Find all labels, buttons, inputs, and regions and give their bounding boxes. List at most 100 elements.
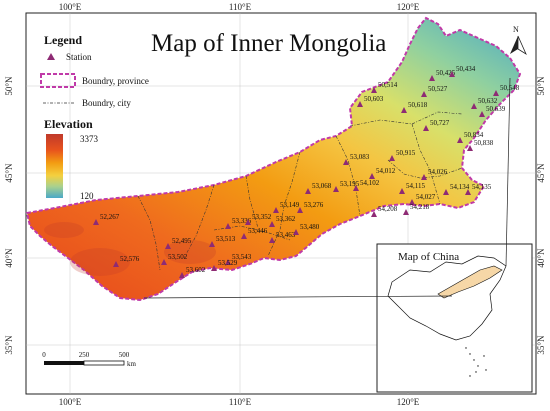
axis-labels: 100°E 110°E 120°E 100°E 110°E 120°E 50°N… (4, 2, 546, 407)
station-marker (457, 137, 463, 143)
station-marker (225, 223, 231, 229)
station-marker (409, 199, 415, 205)
station-label: 53,480 (300, 223, 320, 231)
station-label: 50,603 (364, 95, 384, 103)
inner-mongolia-highlight (437, 265, 503, 299)
left-tick-50N: 50°N (4, 76, 14, 96)
station-label: 54,027 (416, 193, 436, 201)
station-marker (371, 87, 377, 93)
station-label: 54,012 (376, 167, 396, 175)
legend-city-label: Boundry, city (82, 98, 131, 108)
station-marker (211, 265, 217, 271)
city-boundaries (137, 111, 463, 271)
station-marker (449, 71, 455, 77)
left-tick-40N: 40°N (4, 248, 14, 268)
station-label: 50,514 (378, 81, 398, 89)
terrain-texture (44, 222, 216, 276)
station-marker (479, 111, 485, 117)
station-label: 54,026 (428, 168, 448, 176)
elevation-heading: Elevation (44, 117, 93, 131)
station-marker (343, 159, 349, 165)
inset-china: Map of China (376, 243, 533, 393)
top-tick-100E: 100°E (59, 2, 82, 12)
right-tick-50N: 50°N (536, 76, 546, 96)
station-label: 54,115 (406, 182, 425, 190)
station-label: 50,425 (436, 69, 456, 77)
north-arrow-label: N (513, 25, 519, 34)
station-label: 50,527 (428, 85, 448, 93)
scale-label-250: 250 (79, 351, 90, 359)
bottom-tick-100E: 100°E (59, 397, 82, 407)
station-label: 52,267 (100, 213, 120, 221)
north-arrow-icon (510, 36, 518, 54)
station-marker (371, 211, 377, 217)
station-marker (471, 103, 477, 109)
station-label: 54,102 (360, 179, 380, 187)
station-marker (369, 173, 375, 179)
station-marker (401, 107, 407, 113)
station-label: 53,446 (248, 227, 268, 235)
station-label: 53,149 (280, 201, 300, 209)
station-marker (305, 188, 311, 194)
bottom-tick-120E: 120°E (397, 397, 420, 407)
station-marker (421, 91, 427, 97)
elevation-max-label: 3373 (80, 134, 99, 144)
legend-province-label: Boundry, province (82, 76, 149, 86)
station-marker (423, 125, 429, 131)
station-label: 53,362 (276, 215, 296, 223)
station-marker (161, 259, 167, 265)
station-label: 50,632 (478, 97, 498, 105)
station-label: 50,618 (408, 101, 428, 109)
map-title: Map of Inner Mongolia (151, 30, 386, 57)
scale-bar: 0 250 500 km (42, 351, 136, 368)
station-label: 53,602 (186, 266, 206, 274)
inset-leader-lines (143, 77, 511, 299)
bottom-tick-110E: 110°E (229, 397, 252, 407)
station-label: 53,336 (232, 217, 252, 225)
station-label: 54,134 (450, 183, 470, 191)
station-label: 50,915 (396, 149, 416, 157)
station-label: 54,218 (410, 203, 430, 211)
station-marker (269, 237, 275, 243)
right-tick-40N: 40°N (536, 248, 546, 268)
station-marker (293, 229, 299, 235)
station-marker (165, 243, 171, 249)
station-marker (429, 75, 435, 81)
station-label: 54,208 (378, 205, 398, 213)
station-marker (399, 188, 405, 194)
station-label: 53,543 (232, 253, 252, 261)
elevation-ramp (46, 134, 63, 198)
station-marker (241, 233, 247, 239)
station-marker (493, 90, 499, 96)
station-marker (443, 189, 449, 195)
inner-mongolia-region (25, 16, 522, 302)
station-marker (245, 219, 251, 225)
station-label: 53,195 (340, 180, 360, 188)
station-label: 53,502 (168, 253, 188, 261)
station-marker (357, 101, 363, 107)
station-marker (269, 221, 275, 227)
station-marker (273, 207, 279, 213)
north-arrow: N (510, 25, 527, 56)
station-label: 54,135 (472, 183, 492, 191)
station-marker (389, 155, 395, 161)
top-tick-120E: 120°E (397, 2, 420, 12)
right-tick-35N: 35°N (536, 335, 546, 355)
station-label: 53,513 (216, 235, 236, 243)
top-tick-110E: 110°E (229, 2, 252, 12)
right-tick-45N: 45°N (536, 163, 546, 183)
station-label: 53,083 (350, 153, 370, 161)
inset-title: Map of China (398, 251, 459, 263)
station-label: 50,834 (464, 131, 484, 139)
scale-label-0: 0 (42, 351, 46, 359)
station-marker (421, 174, 427, 180)
scale-unit: km (127, 360, 137, 368)
station-label: 53,068 (312, 182, 332, 190)
station-marker (93, 219, 99, 225)
legend: Legend Station Boundry, province Boundry… (40, 33, 149, 201)
province-boundary-swatch (40, 73, 76, 88)
station-marker (333, 186, 339, 192)
